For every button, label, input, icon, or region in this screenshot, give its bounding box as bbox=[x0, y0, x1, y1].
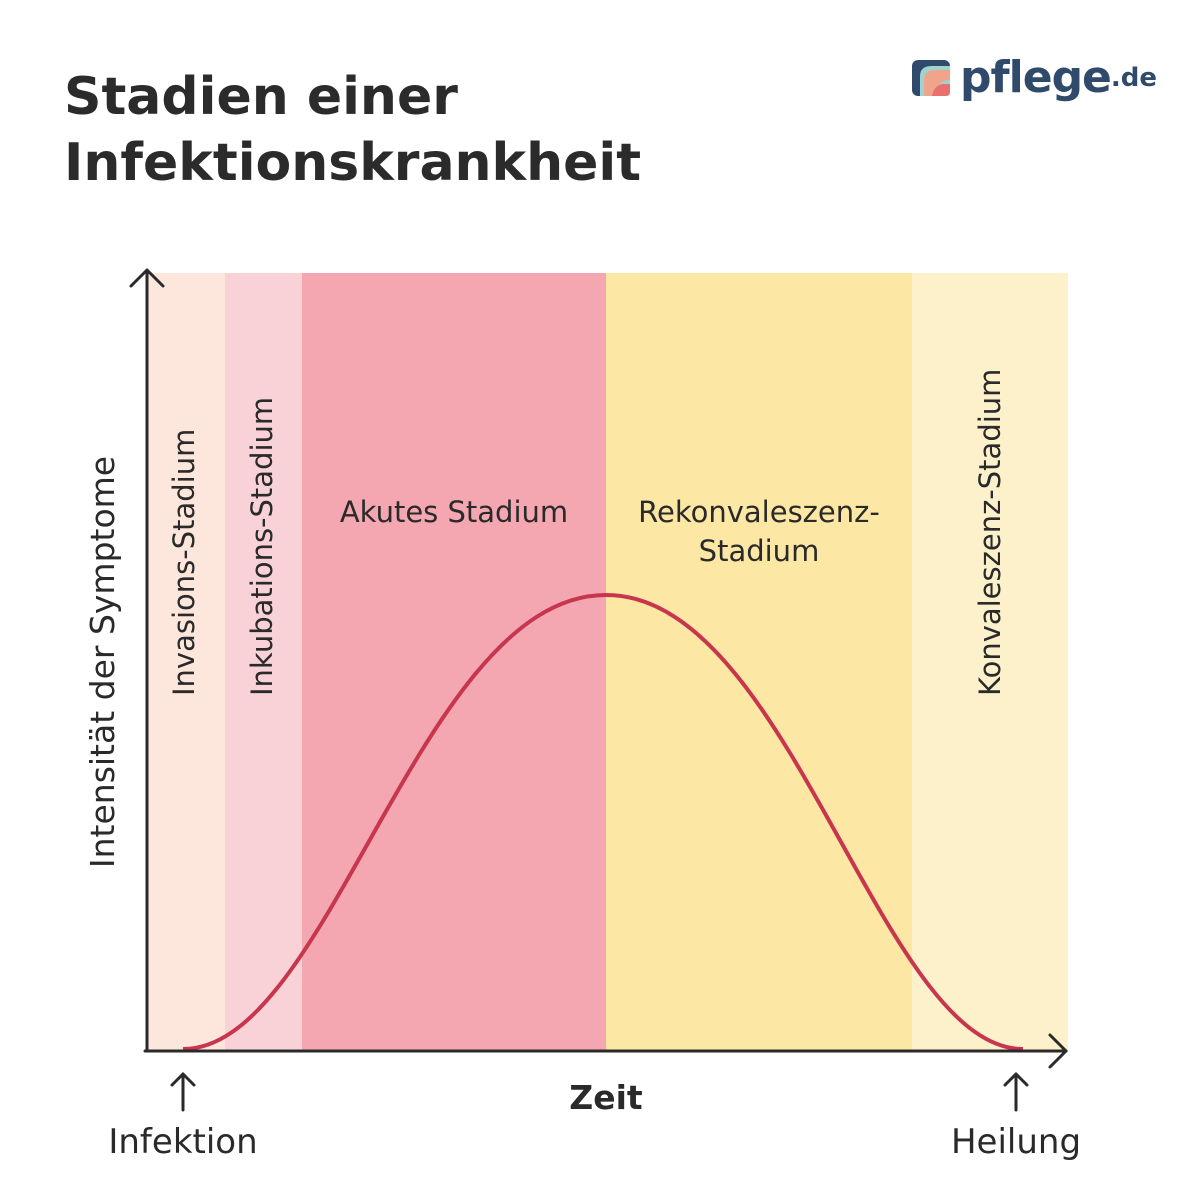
x-axis-arrow-icon bbox=[1048, 1033, 1068, 1069]
logo-name: pflege bbox=[960, 52, 1112, 103]
recovery-label: Heilung bbox=[951, 1122, 1081, 1162]
logo-mark-icon bbox=[912, 59, 950, 96]
title-line-1: Stadien einer bbox=[64, 67, 458, 127]
y-axis-arrow-icon bbox=[129, 268, 165, 288]
stage-band-invasion bbox=[147, 273, 225, 1051]
brand-logo[interactable]: pflege .de bbox=[912, 52, 1157, 103]
stage-band-incubation bbox=[225, 273, 302, 1051]
stage-label-acute: Akutes Stadium bbox=[340, 495, 568, 529]
stage-label-reconvalescence-line2: Stadium bbox=[699, 534, 820, 568]
infection-label: Infektion bbox=[108, 1122, 257, 1162]
logo-tld: .de bbox=[1110, 62, 1158, 93]
symptom-curve bbox=[182, 592, 1024, 1051]
stage-label-reconvalescence-line1: Rekonvaleszenz- bbox=[638, 495, 880, 529]
title-line-2: Infektionskrankheit bbox=[64, 133, 642, 193]
recovery-arrow-icon bbox=[1003, 1072, 1029, 1087]
axes bbox=[129, 268, 1068, 1112]
stage-label-incubation: Inkubations-Stadium bbox=[245, 397, 279, 696]
stage-label-invasion: Invasions-Stadium bbox=[167, 429, 201, 696]
page-title: Stadien einer Infektionskrankheit bbox=[64, 64, 641, 196]
stage-band-acute bbox=[302, 273, 606, 1051]
stage-band-convalescence bbox=[912, 273, 1068, 1051]
infection-arrow-icon bbox=[170, 1072, 196, 1087]
x-axis-title: Zeit bbox=[569, 1078, 643, 1117]
y-axis-title: Intensität der Symptome bbox=[83, 456, 122, 868]
stage-band-reconvalescence bbox=[606, 273, 912, 1051]
stage-label-convalescence: Konvaleszenz-Stadium bbox=[973, 369, 1007, 696]
